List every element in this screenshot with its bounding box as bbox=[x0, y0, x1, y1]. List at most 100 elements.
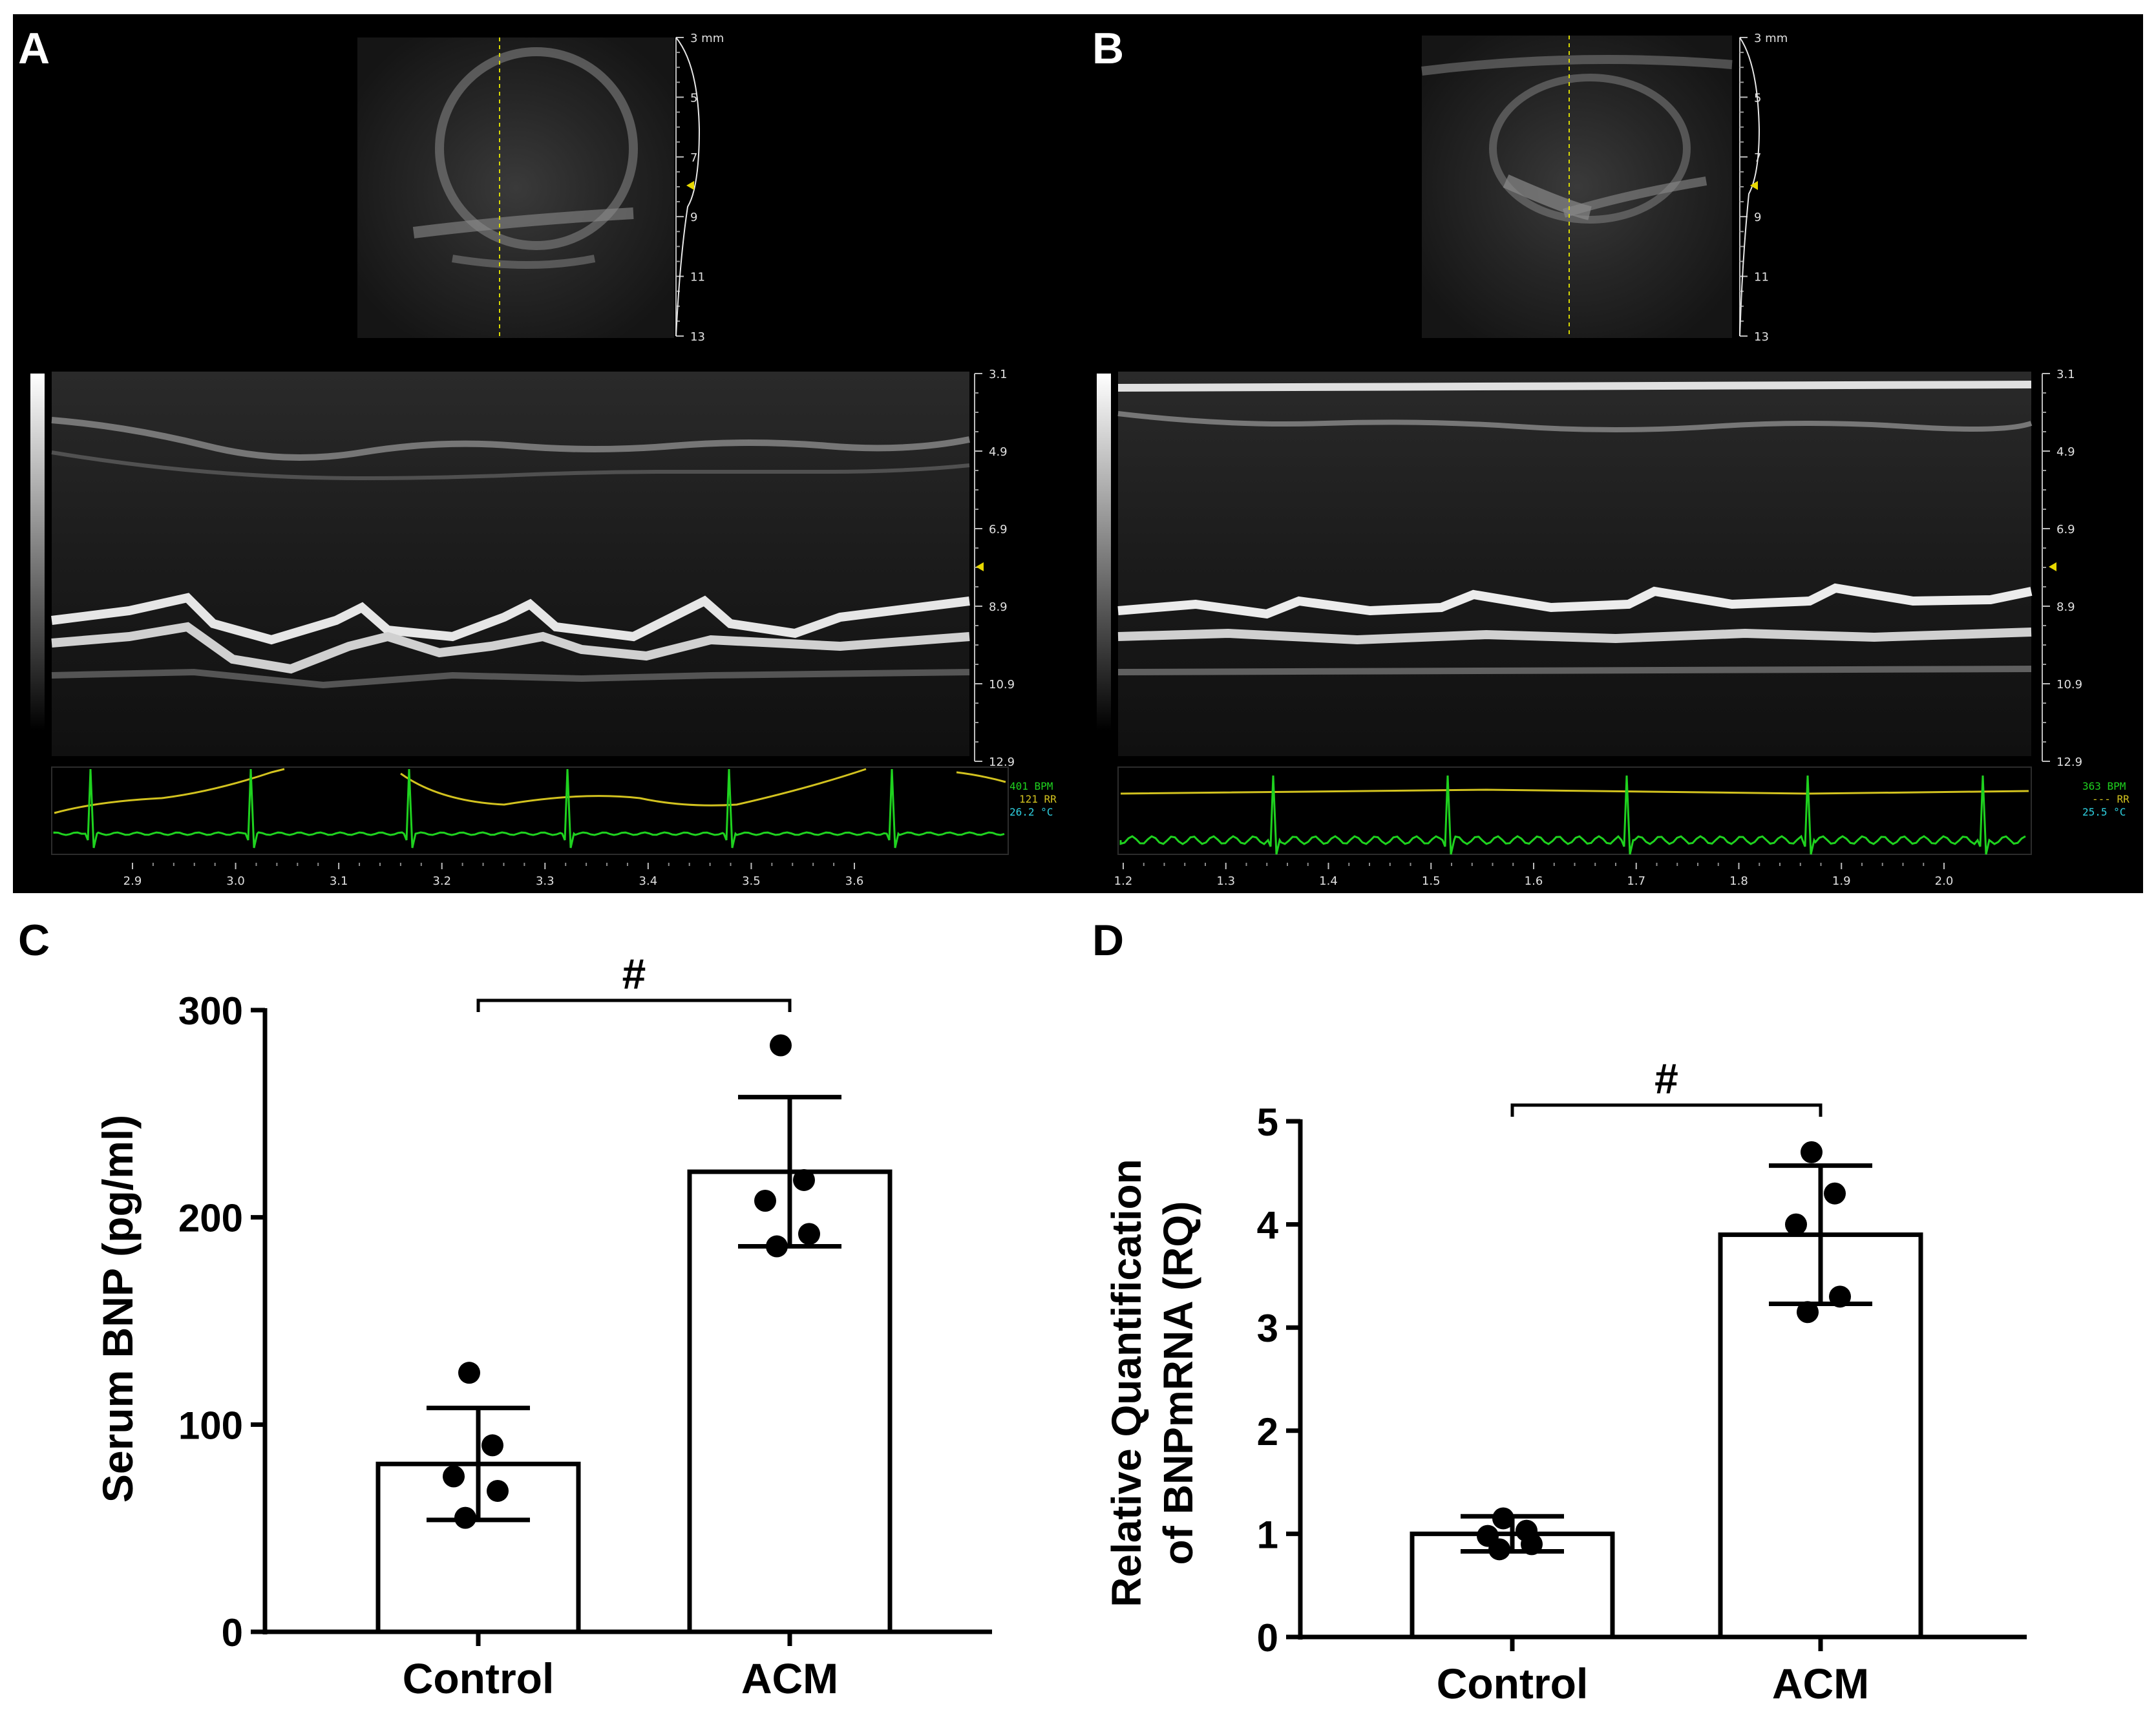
panel-c-x-label-acm: ACM bbox=[741, 1654, 838, 1702]
panel-a-bpm: 401 BPM bbox=[1009, 780, 1053, 792]
panel-a-grayscale-bar bbox=[30, 374, 45, 730]
panel-b-mmode-depth-label: 6.9 bbox=[2056, 523, 2075, 536]
panel-b-mmode-depth-label: 4.9 bbox=[2056, 445, 2075, 459]
panel-a-mmode-focus-marker bbox=[976, 562, 984, 571]
panel-b-bpm: 363 BPM bbox=[2082, 780, 2126, 792]
panel-b-bmode-depth-label: 13 bbox=[1754, 330, 1769, 344]
panel-c-data-point bbox=[798, 1223, 820, 1245]
panel-d-significance-bracket bbox=[1510, 1103, 1823, 1117]
panel-d-letter: D bbox=[1092, 916, 1124, 965]
panel-b-time-label: 1.7 bbox=[1627, 874, 1645, 888]
panel-d-data-point bbox=[1829, 1285, 1851, 1308]
panel-c-letter: C bbox=[18, 916, 50, 965]
panel-d-y-tick-label: 2 bbox=[1257, 1410, 1278, 1453]
panel-c-data-point bbox=[454, 1506, 476, 1529]
panel-b-time-label: 1.6 bbox=[1525, 874, 1543, 888]
panel-b-time-label: 2.0 bbox=[1935, 874, 1954, 888]
panel-b-rr: --- RR bbox=[2092, 793, 2130, 805]
panel-d-y-tick-label: 4 bbox=[1257, 1204, 1279, 1247]
panel-b-time-label: 1.5 bbox=[1422, 874, 1441, 888]
panel-b-mmode-focus-marker bbox=[2049, 562, 2056, 571]
panel-c-y-axis-title: Serum BNP (pg/ml) bbox=[94, 1115, 142, 1503]
panel-b-mmode-traces bbox=[1117, 381, 2033, 675]
panel-a-focus-marker bbox=[686, 181, 694, 190]
panel-d-significance-mark: # bbox=[1654, 1055, 1678, 1103]
panel-a-temp: 26.2 °C bbox=[1009, 806, 1053, 818]
panel-b-ecg-strip bbox=[1117, 766, 2032, 855]
panel-b-mmode-depth-label: 10.9 bbox=[2056, 678, 2082, 692]
panel-a-ecg-trace bbox=[53, 768, 1005, 849]
panel-a-mmode-traces bbox=[51, 417, 970, 689]
panel-b-bmode-depth-label: 9 bbox=[1754, 211, 1761, 224]
panel-b-mmode-depth-label: 3.1 bbox=[2056, 368, 2075, 381]
panel-a-time-label: 3.5 bbox=[742, 874, 761, 888]
panel-b-bmode-structures bbox=[1421, 55, 1733, 224]
panel-a-bmode-depth-label: 13 bbox=[690, 330, 705, 344]
panel-d-data-point bbox=[1801, 1141, 1823, 1163]
panel-a-bmode-depth-label: 7 bbox=[690, 151, 697, 165]
panel-c-x-label-control: Control bbox=[403, 1654, 555, 1702]
panel-c-data-point bbox=[766, 1235, 788, 1258]
panel-b-time-label: 1.9 bbox=[1832, 874, 1851, 888]
panel-a-bmode-depth-scale: 3 mm 5 7 9 11 13 bbox=[675, 32, 724, 344]
panel-a-mmode-depth-label: 10.9 bbox=[989, 678, 1015, 692]
panel-d-data-point bbox=[1488, 1538, 1510, 1561]
panel-b-tgc-curve bbox=[1739, 37, 1760, 337]
panel-b-mmode-depth-label: 12.9 bbox=[2056, 755, 2082, 769]
panel-a-time-label: 3.4 bbox=[639, 874, 658, 888]
panel-a-letter: A bbox=[18, 24, 50, 73]
panel-a-mmode-depth-label: 3.1 bbox=[989, 368, 1008, 381]
panel-d-y-tick-label: 0 bbox=[1257, 1616, 1278, 1660]
panel-b-time-axis: 1.2 1.3 1.4 1.5 1.6 1.7 1.8 1.9 2.0 bbox=[1114, 863, 1954, 888]
panel-b-time-label: 1.8 bbox=[1729, 874, 1748, 888]
panel-a-mmode-image bbox=[52, 372, 969, 756]
panel-d-x-label-acm: ACM bbox=[1772, 1660, 1869, 1707]
panel-d-data-point bbox=[1785, 1213, 1807, 1236]
panel-c-data-point bbox=[770, 1034, 792, 1057]
panel-d-data-point bbox=[1521, 1533, 1543, 1556]
panel-b-ecg-trace bbox=[1119, 775, 2026, 855]
panel-c-data-point bbox=[443, 1465, 465, 1488]
panel-a-mmode-depth-label: 8.9 bbox=[989, 600, 1008, 614]
panel-c-data-point bbox=[458, 1362, 480, 1384]
panel-c-y-tick-label: 100 bbox=[178, 1404, 243, 1447]
panel-d-data-point bbox=[1797, 1301, 1819, 1324]
panel-a-time-label: 3.2 bbox=[432, 874, 451, 888]
panel-d-y-axis-title-line1: Relative Quantification bbox=[1103, 1159, 1150, 1607]
panel-d-y-tick-label: 1 bbox=[1257, 1513, 1278, 1556]
panel-a-time-label: 3.0 bbox=[226, 874, 245, 888]
panel-a-bmode-depth-label: 5 bbox=[690, 91, 697, 105]
panel-a-time-label: 3.1 bbox=[330, 874, 348, 888]
panel-b-mmode-depth-label: 8.9 bbox=[2056, 600, 2075, 614]
panel-a-bmode-depth-label: 11 bbox=[690, 271, 705, 284]
panel-b-time-label: 1.4 bbox=[1319, 874, 1338, 888]
panel-b-focus-marker bbox=[1750, 181, 1758, 190]
panel-a-mmode-depth-scale: 3.1 4.9 6.9 8.9 10.9 12.9 bbox=[974, 368, 1015, 769]
panel-b-grayscale-bar bbox=[1097, 374, 1111, 730]
panel-d-data-point bbox=[1824, 1182, 1846, 1205]
panel-d-chart: 0 1 2 3 4 5 Control ACM # Relative Quantification… bbox=[1103, 1055, 2027, 1707]
panel-a-time-label: 2.9 bbox=[123, 874, 142, 888]
panel-b-mmode-depth-scale: 3.1 4.9 6.9 8.9 10.9 12.9 bbox=[2042, 368, 2082, 769]
panel-a-mmode-depth-label: 6.9 bbox=[989, 523, 1008, 536]
panel-c-data-point bbox=[487, 1479, 509, 1502]
panel-a-rr: 121 RR bbox=[1019, 793, 1057, 805]
panel-b-time-label: 1.2 bbox=[1114, 874, 1133, 888]
panel-c-significance-mark: # bbox=[622, 950, 646, 998]
panel-a-time-axis: 2.9 3.0 3.1 3.2 3.3 3.4 3.5 3.6 bbox=[123, 863, 864, 888]
panel-c-data-point bbox=[793, 1168, 815, 1191]
panel-a-bmode-depth-label: 3 mm bbox=[690, 32, 724, 45]
panel-d-data-point bbox=[1492, 1507, 1514, 1530]
panel-c-significance-bracket bbox=[476, 998, 792, 1012]
panel-a-echo: A 3 mm 5 7 9 11 13 3.1 4.9 6.9 8.9 10.9 12.9 401 B… bbox=[13, 14, 1077, 893]
panel-c-data-point bbox=[481, 1434, 503, 1457]
panel-d-y-tick-label: 3 bbox=[1257, 1307, 1278, 1350]
panel-b-bmode-depth-label: 11 bbox=[1754, 271, 1769, 284]
panel-a-mmode-depth-label: 12.9 bbox=[989, 755, 1015, 769]
panel-a-bmode-depth-label: 9 bbox=[690, 211, 697, 224]
panel-b-letter: B bbox=[1092, 24, 1124, 73]
panel-d-y-tick-label: 5 bbox=[1257, 1101, 1278, 1144]
panel-a-time-label: 3.6 bbox=[845, 874, 864, 888]
